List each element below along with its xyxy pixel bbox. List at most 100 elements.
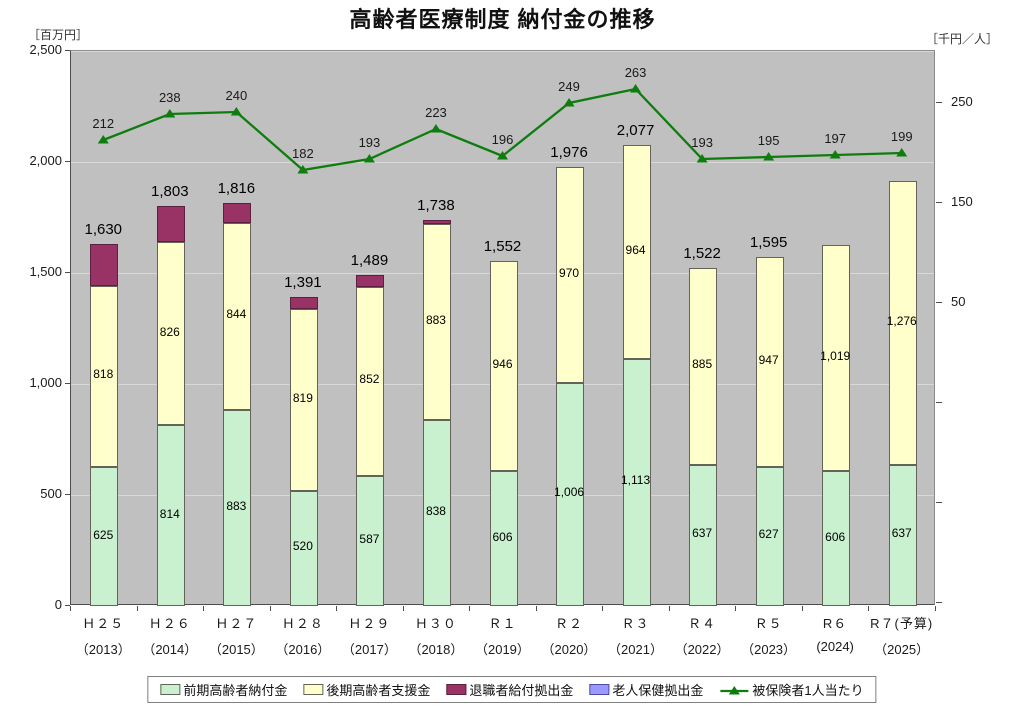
x-axis-year-label: （2015） xyxy=(208,642,264,657)
bar-segment xyxy=(289,297,318,309)
x-axis-year-label: （2017） xyxy=(341,642,397,657)
x-axis-era-label: Ｈ２５ xyxy=(82,616,125,631)
x-axis-era-label: Ｈ２７ xyxy=(215,616,258,631)
bar-total-label: 1,630 xyxy=(84,221,123,239)
x-axis-category: Ｒ４ （2022） xyxy=(669,613,736,658)
bar-segment xyxy=(755,256,784,467)
y-axis-tick-label: 1,500 xyxy=(29,264,62,279)
bar-segment-value-label: 838 xyxy=(425,503,446,518)
x-axis-year-label: （2025） xyxy=(874,642,930,657)
bar-total-label: 1,595 xyxy=(749,233,788,251)
secondary-y-axis-tick-label: 150 xyxy=(951,194,973,209)
line-marker xyxy=(563,98,575,107)
x-axis-tick-mark xyxy=(336,606,338,611)
bar-segment xyxy=(156,205,185,242)
y-axis-tick-mark xyxy=(65,605,70,606)
legend-label: 退職者給付拠出金 xyxy=(469,683,574,698)
bar-segment xyxy=(223,222,252,410)
bar-segment-value-label: 844 xyxy=(226,307,247,322)
x-axis-era-label: Ｒ２ xyxy=(554,616,583,631)
bar-segment-value-label: 883 xyxy=(226,498,247,513)
x-axis-category: Ｈ２５ （2013） xyxy=(70,613,137,658)
secondary-y-axis-tick-label: 250 xyxy=(951,94,973,109)
bar-segment xyxy=(556,167,585,383)
y-axis-tick-label: 0 xyxy=(54,597,62,612)
legend-item: 被保険者1人当たり xyxy=(719,680,864,699)
legend-item: 前期高齢者納付金 xyxy=(160,680,287,699)
x-axis-era-label: Ｈ２８ xyxy=(281,616,324,631)
secondary-y-axis-tick-mark xyxy=(936,102,942,103)
x-axis-category: Ｒ３ （2021） xyxy=(602,613,669,658)
x-axis-year-label: （2023） xyxy=(741,642,797,657)
bar-segment xyxy=(90,285,119,468)
bar-segment xyxy=(489,471,518,606)
legend-label: 被保険者1人当たり xyxy=(752,683,864,698)
line-marker xyxy=(363,154,375,163)
x-axis-tick-mark xyxy=(535,606,537,611)
bar-segment-value-label: 1,006 xyxy=(554,485,585,500)
y-axis-tick-mark xyxy=(65,161,70,162)
line-series-svg xyxy=(97,84,908,174)
x-axis-year-label: （2014） xyxy=(142,642,198,657)
line-marker xyxy=(164,109,176,118)
gridline xyxy=(71,50,934,52)
x-axis-era-label: Ｒ５ xyxy=(754,616,783,631)
x-axis-era-label: Ｒ１ xyxy=(488,616,517,631)
secondary-y-axis-tick-mark xyxy=(936,402,942,403)
bar-segment xyxy=(822,471,851,606)
bar-segment-value-label: 625 xyxy=(93,527,114,542)
x-axis-category: R７(予算) （2025） xyxy=(868,613,935,658)
line-point-value-label: 193 xyxy=(358,135,381,150)
line-point-value-label: 263 xyxy=(624,65,647,80)
left-axis-unit-label: ［百万円］ xyxy=(28,28,89,42)
x-axis-tick-mark xyxy=(136,606,138,611)
line-point-value-label: 196 xyxy=(491,132,514,147)
bar-segment-value-label: 819 xyxy=(292,390,313,405)
x-axis-era-label: Ｒ３ xyxy=(621,616,650,631)
bar-segment xyxy=(156,241,185,426)
bar-segment-value-label: 947 xyxy=(758,352,779,367)
x-axis-category: R６ (2024) xyxy=(802,613,869,658)
legend-item: 後期高齢者支援金 xyxy=(303,680,430,699)
secondary-y-axis-tick-mark xyxy=(936,602,942,603)
bar-segment xyxy=(888,464,917,606)
bar-segment-value-label: 1,113 xyxy=(620,473,651,488)
legend-line-marker-icon xyxy=(720,685,749,694)
bar-segment-value-label: 970 xyxy=(559,265,580,280)
bar-segment-value-label: 852 xyxy=(359,372,380,387)
bar-segment xyxy=(356,275,385,287)
legend-swatch-icon xyxy=(303,684,324,695)
bar-segment-value-label: 627 xyxy=(758,527,779,542)
x-axis-category: Ｈ２７ （2015） xyxy=(203,613,270,658)
bar-segment xyxy=(90,244,119,286)
x-axis-tick-mark xyxy=(801,606,803,611)
x-axis-year-label: （2021） xyxy=(608,642,663,657)
bar-segment-value-label: 606 xyxy=(825,529,846,544)
x-axis-category: Ｈ３０ （2018） xyxy=(403,613,470,658)
bar-segment-value-label: 883 xyxy=(425,312,446,327)
x-axis-year-label: （2019） xyxy=(474,642,530,657)
legend-item: 退職者給付拠出金 xyxy=(446,680,573,699)
y-axis-tick-mark xyxy=(65,383,70,384)
x-axis-tick-mark xyxy=(735,606,737,611)
x-axis-tick-mark xyxy=(469,606,471,611)
bar-segment xyxy=(822,245,851,472)
bar-segment xyxy=(622,144,651,359)
legend: 前期高齢者納付金 後期高齢者支援金 退職者給付拠出金 老人保健拠出金 被保険者1人当た… xyxy=(147,676,877,703)
line-marker xyxy=(630,84,642,93)
line-point-value-label: 182 xyxy=(292,146,314,161)
line-marker xyxy=(896,148,908,157)
line-point-value-label: 212 xyxy=(92,116,115,131)
x-axis-year-label: （2013） xyxy=(75,642,131,657)
bar-segment-value-label: 814 xyxy=(159,506,180,521)
bar-segment-value-label: 885 xyxy=(692,357,713,372)
x-axis-tick-mark xyxy=(269,606,271,611)
bar-total-label: 1,803 xyxy=(151,182,189,200)
y-axis-tick-label: 2,500 xyxy=(29,42,62,57)
x-axis-year-label: （2020） xyxy=(541,642,597,657)
line-marker xyxy=(430,124,442,133)
legend-item: 老人保健拠出金 xyxy=(589,680,703,699)
line-point-value-label: 193 xyxy=(691,135,713,150)
chart-title: 高齢者医療制度 納付金の推移 xyxy=(349,7,656,32)
